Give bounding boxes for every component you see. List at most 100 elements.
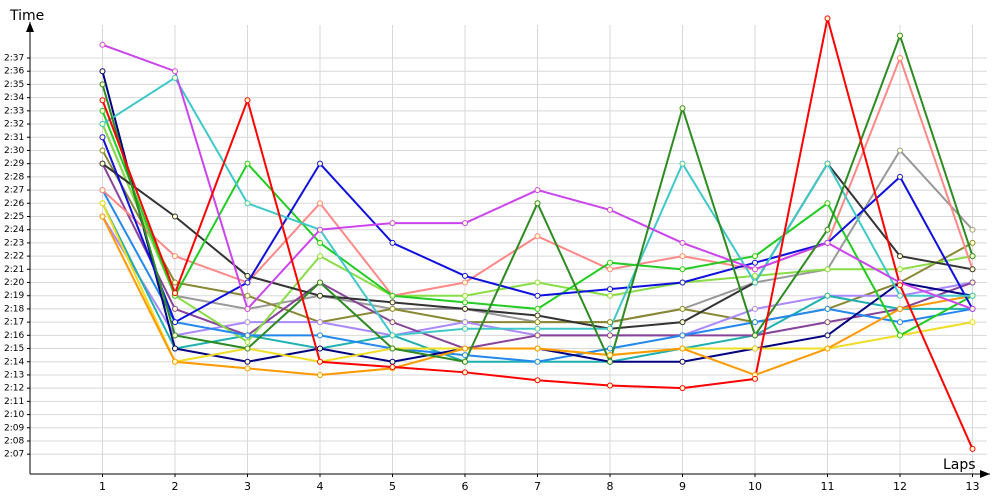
point [897, 55, 903, 62]
point [317, 200, 323, 207]
point [897, 282, 903, 289]
point [752, 375, 758, 382]
point [172, 253, 178, 260]
point [897, 332, 903, 339]
y-tick-label: 2:15 [4, 344, 24, 354]
point [607, 206, 613, 213]
point [389, 292, 396, 299]
point [317, 279, 323, 286]
point [99, 147, 106, 154]
point [534, 345, 541, 352]
y-tick-label: 2:16 [4, 331, 24, 341]
point [99, 160, 106, 167]
x-tick-label: 1 [99, 480, 106, 493]
point [462, 272, 468, 279]
y-tick-label: 2:28 [4, 172, 24, 182]
point [389, 332, 396, 339]
point [99, 187, 106, 194]
point [679, 385, 686, 392]
point [317, 319, 323, 326]
point [752, 272, 758, 279]
point [969, 226, 976, 233]
point [172, 279, 178, 286]
point [99, 41, 106, 48]
point [969, 445, 976, 452]
y-tick-label: 2:22 [4, 252, 24, 262]
x-tick-label: 6 [462, 480, 469, 493]
y-tick-label: 2:13 [4, 370, 24, 380]
point [172, 290, 178, 297]
point [99, 81, 106, 88]
point [679, 253, 686, 260]
point [99, 121, 106, 128]
point [244, 319, 251, 326]
point [679, 345, 686, 352]
y-tick-label: 2:34 [4, 93, 24, 103]
y-arrow [26, 22, 34, 32]
point [897, 319, 903, 326]
point [244, 332, 251, 339]
point [607, 319, 613, 326]
y-tick-label: 2:12 [4, 384, 24, 394]
point [752, 266, 758, 273]
point [99, 213, 106, 220]
point [317, 345, 323, 352]
point [969, 279, 976, 286]
x-axis-label: Laps [943, 457, 976, 473]
point [172, 74, 178, 81]
y-tick-label: 2:23 [4, 238, 24, 248]
point [534, 319, 541, 326]
point [897, 173, 903, 180]
point [389, 358, 396, 365]
x-tick-label: 8 [607, 480, 614, 493]
point [99, 68, 106, 75]
point [534, 325, 541, 332]
point [172, 213, 178, 220]
x-tick-label: 11 [821, 480, 835, 493]
x-tick-label: 2 [172, 480, 179, 493]
point [607, 292, 613, 299]
tick-labels: 2:07 2:08 2:09 2:10 2:11 2:12 2:13 2:14 2:15 2:16… [4, 54, 980, 493]
point [317, 253, 323, 260]
point [607, 286, 613, 293]
point [752, 332, 758, 339]
point [244, 160, 251, 167]
y-tick-label: 2:35 [4, 80, 24, 90]
point [172, 68, 178, 75]
y-tick-label: 2:36 [4, 67, 24, 77]
point [244, 200, 251, 207]
point [534, 377, 541, 384]
point [969, 239, 976, 246]
point [317, 292, 323, 299]
point [824, 345, 831, 352]
point [172, 358, 178, 365]
point [897, 32, 903, 39]
point [679, 319, 686, 326]
point [534, 233, 541, 240]
y-tick-label: 2:20 [4, 278, 24, 288]
plot-area [99, 15, 976, 452]
point [462, 319, 468, 326]
point [607, 352, 613, 359]
point [679, 160, 686, 167]
point [462, 369, 468, 376]
point [752, 319, 758, 326]
point [99, 134, 106, 141]
y-axis-label: Time [9, 8, 44, 24]
point [824, 200, 831, 207]
point [824, 239, 831, 246]
point [244, 345, 251, 352]
point [389, 319, 396, 326]
point [462, 358, 468, 365]
x-tick-label: 7 [534, 480, 541, 493]
point [607, 382, 613, 389]
point [99, 97, 106, 104]
point [389, 299, 396, 306]
point [99, 200, 106, 207]
y-tick-label: 2:24 [4, 225, 24, 235]
point [897, 292, 903, 299]
y-tick-label: 2:29 [4, 159, 24, 169]
x-arrow [980, 470, 990, 478]
point [172, 305, 178, 312]
